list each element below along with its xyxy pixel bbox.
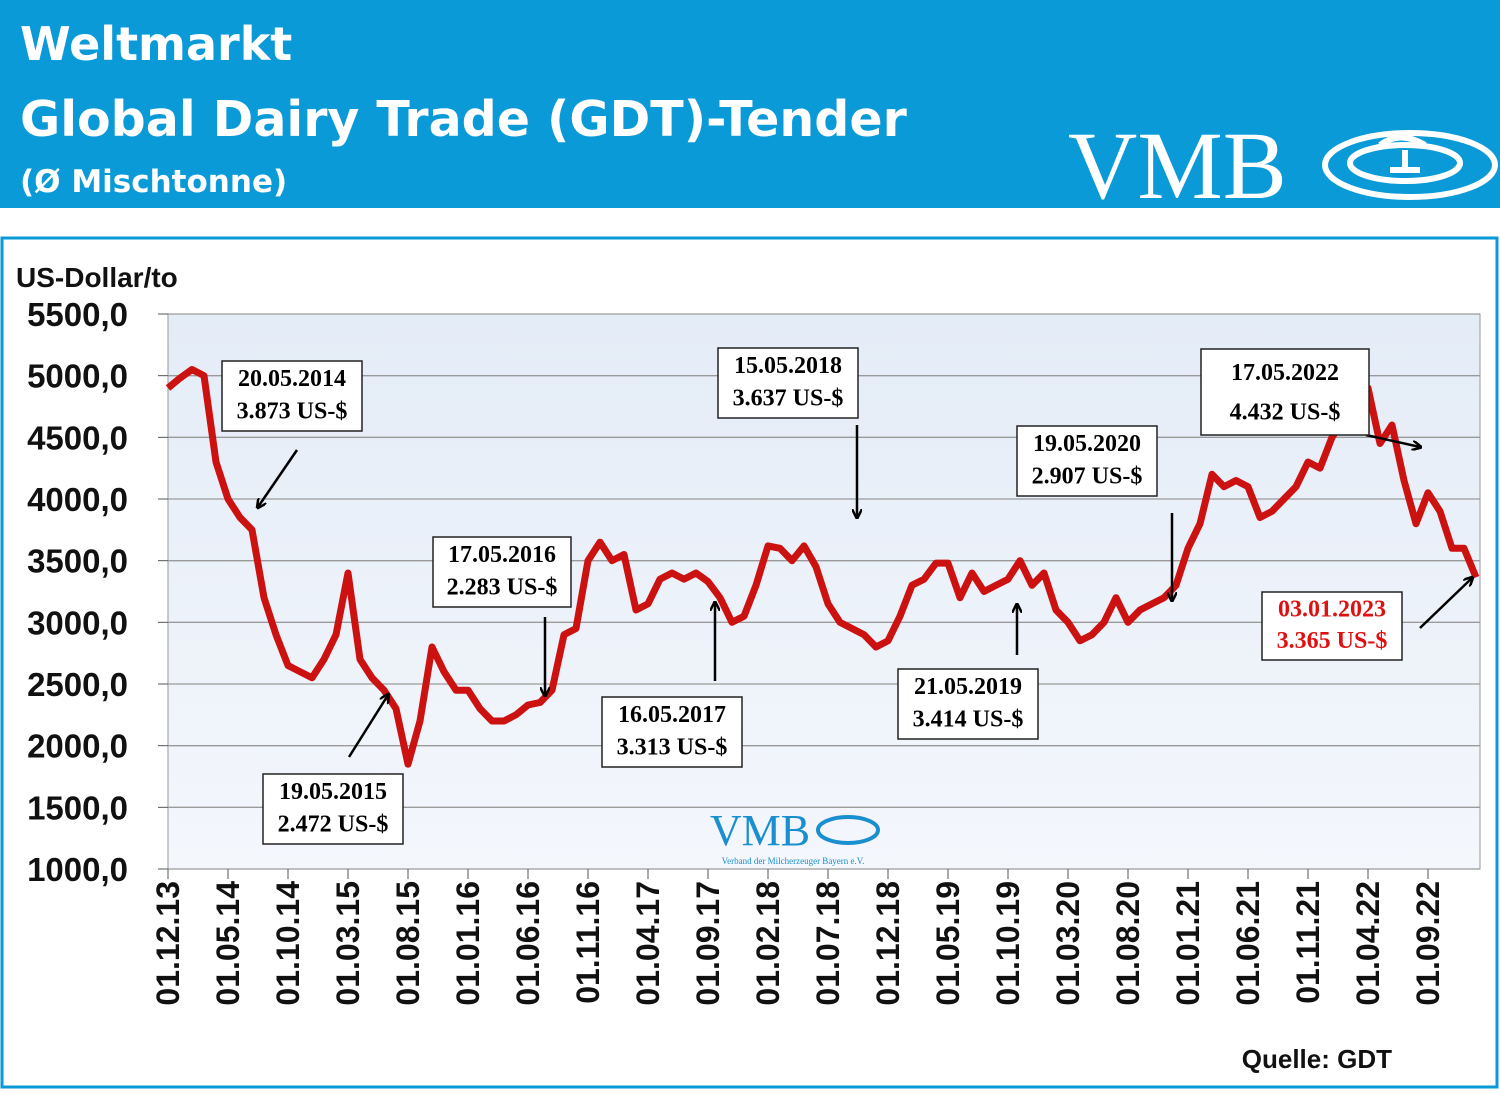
x-tick-label: 01.12.13 [150, 881, 186, 1006]
annotation-box [601, 696, 743, 768]
annotation-box [221, 360, 363, 432]
x-tick-label: 01.11.21 [1290, 881, 1326, 1004]
annotation-text: 20.05.2014 [238, 366, 346, 392]
watermark-logo: VMB [710, 806, 810, 855]
x-tick-label: 01.03.15 [330, 881, 366, 1006]
annotation-text: 2.472 US-$ [278, 811, 389, 837]
annotation-text: 3.365 US-$ [1277, 628, 1388, 654]
annotation-box [717, 347, 859, 419]
annotation-text: 3.873 US-$ [237, 398, 348, 424]
annotation-text: 16.05.2017 [618, 702, 726, 728]
y-tick-label: 1000,0 [27, 851, 128, 888]
annotation-text: 3.414 US-$ [913, 706, 1024, 732]
header-subtitle: Global Dairy Trade (GDT)-Tender [20, 91, 908, 148]
annotation-text: 21.05.2019 [914, 674, 1022, 700]
y-axis-label: US-Dollar/to [16, 262, 178, 293]
header-title: Weltmarkt [20, 17, 292, 71]
annotation-text: 19.05.2020 [1033, 431, 1141, 457]
x-tick-label: 01.10.14 [270, 881, 306, 1006]
annotation-box [1200, 348, 1370, 436]
y-tick-label: 5000,0 [27, 358, 128, 395]
annotation-text: 19.05.2015 [279, 779, 387, 805]
x-tick-label: 01.04.22 [1350, 881, 1386, 1006]
plot: 1000,0 1500,0 2000,0 2500,0 3000,0 3500,0 4000… [27, 296, 1480, 1006]
x-tick-label: 01.06.16 [510, 881, 546, 1006]
header-note: (Ø Mischtonne) [20, 164, 287, 200]
annotation-box [897, 668, 1039, 740]
logo-text: VMB [1068, 112, 1287, 219]
y-tick-label: 5500,0 [27, 296, 128, 333]
annotation-text: 2.907 US-$ [1032, 463, 1143, 489]
y-tick-label: 4500,0 [27, 419, 128, 456]
x-tick-label: 01.08.20 [1110, 881, 1146, 1006]
annotation-text: 3.313 US-$ [617, 734, 728, 760]
y-tick-label: 1500,0 [27, 789, 128, 826]
x-tick-label: 01.02.18 [750, 881, 786, 1006]
annotation-box [1261, 591, 1403, 661]
x-tick-label: 01.04.17 [630, 881, 666, 1006]
x-tick-label: 01.05.14 [210, 881, 246, 1006]
watermark-text: Verband der Milcherzeuger Bayern e.V. [722, 856, 865, 866]
annotation-box [432, 536, 572, 608]
x-tick-label: 01.11.16 [570, 881, 606, 1004]
annotation-text: 17.05.2016 [448, 542, 556, 568]
source: Quelle: GDT [1242, 1044, 1392, 1074]
annotation-text: 3.637 US-$ [733, 385, 844, 411]
x-tick-label: 01.08.15 [390, 881, 426, 1006]
chart-frame [0, 236, 1499, 1089]
header-band [0, 0, 1500, 208]
x-tick-label: 01.05.19 [930, 881, 966, 1006]
annotation-text: 17.05.2022 [1231, 360, 1339, 386]
annotation-text: 15.05.2018 [734, 353, 842, 379]
x-tick-label: 01.09.17 [690, 881, 726, 1006]
y-tick-label: 3000,0 [27, 604, 128, 641]
annotation-text: 03.01.2023 [1278, 596, 1386, 622]
y-tick-label: 2500,0 [27, 666, 128, 703]
x-tick-label: 01.12.18 [870, 881, 906, 1006]
annotation-arrow [1419, 578, 1472, 629]
y-tick-label: 3500,0 [27, 543, 128, 580]
annotation-box [1016, 425, 1158, 497]
annotation-arrow [347, 695, 388, 758]
annotation-arrow [258, 449, 299, 507]
annotation-text: 2.283 US-$ [447, 574, 558, 600]
logo-swirl [1322, 130, 1498, 200]
x-tick-label: 01.09.22 [1410, 881, 1446, 1006]
watermark-swirl [816, 815, 880, 845]
annotation-text: 4.432 US-$ [1230, 400, 1341, 426]
x-tick-label: 01.01.21 [1170, 881, 1206, 1006]
annotation-arrow [1365, 433, 1420, 447]
x-tick-label: 01.03.20 [1050, 881, 1086, 1006]
x-tick-label: 01.07.18 [810, 881, 846, 1006]
x-tick-label: 01.10.19 [990, 881, 1026, 1006]
x-tick-label: 01.06.21 [1230, 881, 1266, 1006]
y-tick-label: 4000,0 [27, 481, 128, 518]
annotation-box [262, 773, 404, 845]
y-tick-label: 2000,0 [27, 728, 128, 765]
x-tick-label: 01.01.16 [450, 881, 486, 1006]
